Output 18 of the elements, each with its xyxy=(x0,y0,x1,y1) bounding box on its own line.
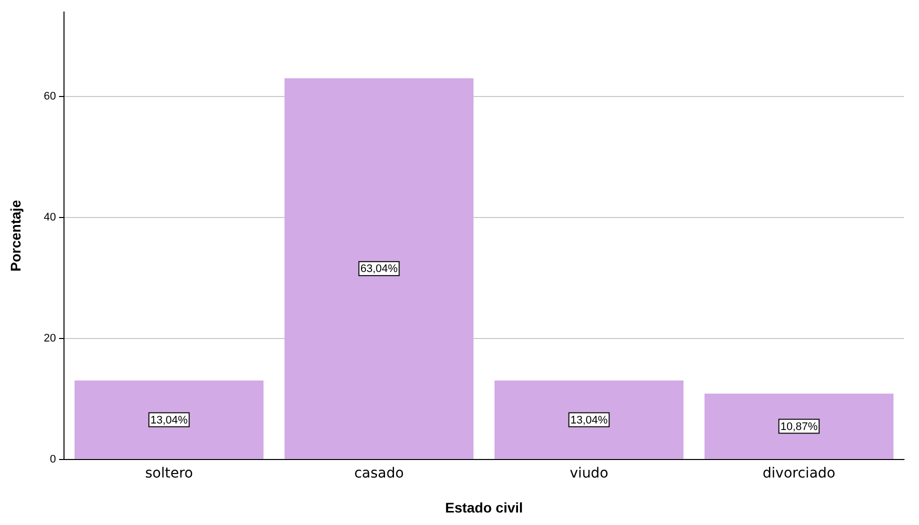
y-tick-label: 20 xyxy=(44,332,56,345)
y-axis-title: Porcentaje xyxy=(7,200,24,272)
x-tick-label: divorciado xyxy=(762,465,836,482)
data-label: 13,04% xyxy=(150,414,188,426)
bar xyxy=(74,380,264,459)
x-tick-label: casado xyxy=(354,465,404,482)
x-tick-label: viudo xyxy=(570,465,608,482)
x-tick-label: soltero xyxy=(145,465,193,482)
data-label: 63,04% xyxy=(360,263,398,276)
bar xyxy=(494,380,684,459)
y-tick-label: 0 xyxy=(50,453,56,466)
y-tick-label: 60 xyxy=(44,90,56,103)
data-label: 10,87% xyxy=(780,420,818,433)
data-label: 13,04% xyxy=(570,414,608,426)
x-axis-title: Estado civil xyxy=(445,499,523,516)
bar xyxy=(284,78,474,459)
bar xyxy=(704,394,894,459)
y-tick-label: 40 xyxy=(44,212,56,224)
